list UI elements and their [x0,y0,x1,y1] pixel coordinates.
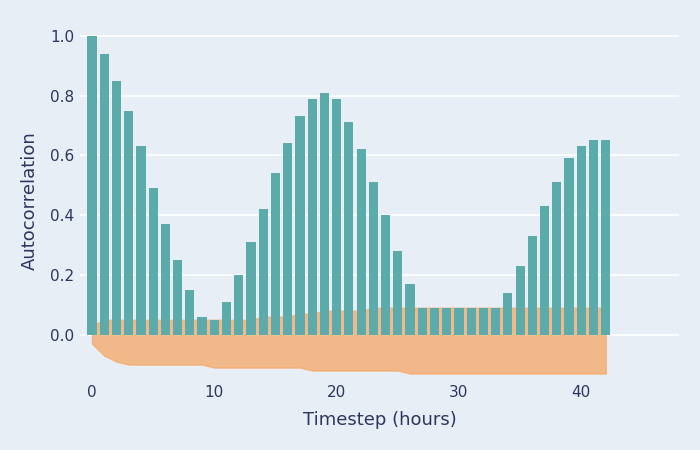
Bar [88,36,97,335]
Bar [112,81,121,335]
Bar [271,173,280,335]
Bar [467,308,476,335]
Bar [381,215,390,335]
Bar [148,188,158,335]
Bar [99,54,108,335]
Bar [307,99,317,335]
Bar [516,266,525,335]
Bar [356,149,365,335]
Bar [418,308,427,335]
Bar [430,308,439,335]
Bar [344,122,354,335]
Bar [222,302,231,335]
Bar [589,140,598,335]
Bar [246,242,256,335]
Bar [124,111,133,335]
Bar [283,144,293,335]
Bar [393,251,402,335]
Bar [259,209,268,335]
Bar [320,93,329,335]
Bar [405,284,414,335]
Bar [479,308,488,335]
Bar [552,182,561,335]
Bar [577,146,586,335]
Bar [369,182,378,335]
Y-axis label: Autocorrelation: Autocorrelation [21,131,38,270]
Bar [161,224,170,335]
Bar [540,206,550,335]
Bar [136,146,146,335]
Bar [454,308,463,335]
Bar [503,293,512,335]
Bar [295,117,304,335]
Bar [173,260,182,335]
Bar [528,236,537,335]
Bar [234,275,244,335]
Bar [601,140,610,335]
Bar [332,99,341,335]
X-axis label: Timestep (hours): Timestep (hours) [302,411,456,429]
Bar [210,320,219,335]
Bar [491,308,500,335]
Bar [442,308,452,335]
Bar [564,158,574,335]
Bar [186,290,195,335]
Bar [197,317,206,335]
